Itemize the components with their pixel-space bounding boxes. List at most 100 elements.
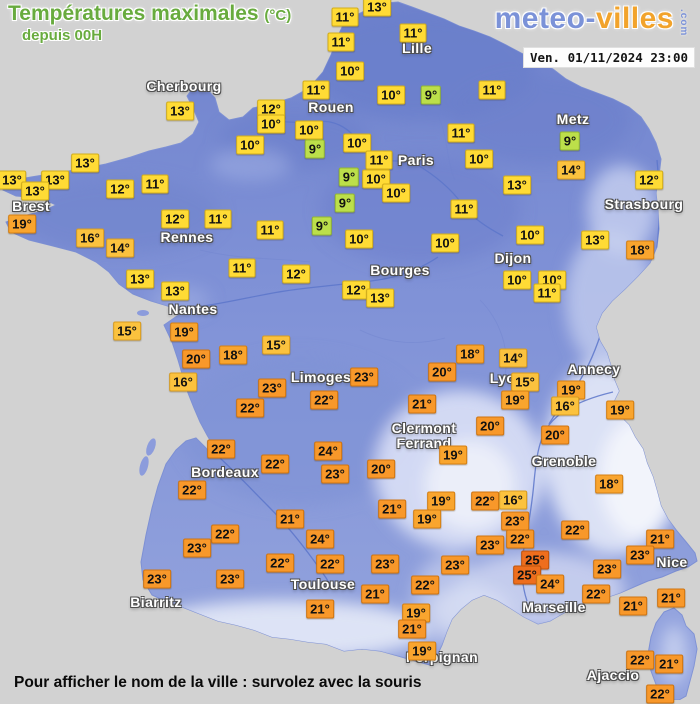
temperature-label[interactable]: 21° [619, 596, 647, 616]
temperature-label[interactable]: 23° [371, 554, 399, 574]
temperature-label[interactable]: 21° [378, 499, 406, 519]
temperature-label[interactable]: 25° [513, 565, 541, 585]
temperature-label[interactable]: 22° [207, 439, 235, 459]
temperature-label[interactable]: 20° [182, 349, 210, 369]
temperature-label[interactable]: 19° [501, 390, 529, 410]
temperature-label[interactable]: 11° [533, 283, 561, 303]
temperature-label[interactable]: 13° [161, 281, 189, 301]
temperature-label[interactable]: 23° [593, 559, 621, 579]
temperature-label[interactable]: 22° [310, 390, 338, 410]
temperature-label[interactable]: 21° [276, 509, 304, 529]
temperature-label[interactable]: 15° [262, 335, 290, 355]
temperature-label[interactable]: 10° [516, 225, 544, 245]
temperature-label[interactable]: 15° [511, 372, 539, 392]
temperature-label[interactable]: 22° [211, 524, 239, 544]
temperature-label[interactable]: 9° [338, 167, 360, 187]
temperature-label[interactable]: 10° [503, 270, 531, 290]
temperature-label[interactable]: 11° [478, 80, 506, 100]
temperature-label[interactable]: 22° [178, 480, 206, 500]
temperature-label[interactable]: 18° [626, 240, 654, 260]
temperature-label[interactable]: 21° [361, 584, 389, 604]
temperature-label[interactable]: 11° [331, 7, 359, 27]
temperature-label[interactable]: 22° [266, 553, 294, 573]
temperature-label[interactable]: 12° [635, 170, 663, 190]
temperature-label[interactable]: 21° [408, 394, 436, 414]
temperature-label[interactable]: 20° [541, 425, 569, 445]
temperature-label[interactable]: 21° [655, 654, 683, 674]
temperature-label[interactable]: 21° [657, 588, 685, 608]
temperature-label[interactable]: 22° [561, 520, 589, 540]
temperature-label[interactable]: 20° [428, 362, 456, 382]
temperature-label[interactable]: 10° [382, 183, 410, 203]
temperature-label[interactable]: 22° [236, 398, 264, 418]
temperature-label[interactable]: 19° [606, 400, 634, 420]
temperature-label[interactable]: 10° [295, 120, 323, 140]
temperature-label[interactable]: 20° [367, 459, 395, 479]
temperature-label[interactable]: 9° [311, 216, 333, 236]
temperature-label[interactable]: 19° [170, 322, 198, 342]
temperature-label[interactable]: 18° [595, 474, 623, 494]
temperature-label[interactable]: 13° [363, 0, 391, 17]
temperature-label[interactable]: 11° [327, 32, 355, 52]
temperature-label[interactable]: 22° [506, 529, 534, 549]
temperature-label[interactable]: 18° [456, 344, 484, 364]
temperature-label[interactable]: 23° [143, 569, 171, 589]
temperature-label[interactable]: 19° [439, 445, 467, 465]
temperature-label[interactable]: 9° [420, 85, 442, 105]
temperature-label[interactable]: 13° [71, 153, 99, 173]
temperature-label[interactable]: 12° [161, 209, 189, 229]
temperature-label[interactable]: 21° [306, 599, 334, 619]
temperature-label[interactable]: 13° [166, 101, 194, 121]
temperature-label[interactable]: 10° [345, 229, 373, 249]
temperature-label[interactable]: 16° [169, 372, 197, 392]
temperature-label[interactable]: 23° [501, 511, 529, 531]
temperature-label[interactable]: 22° [471, 491, 499, 511]
temperature-label[interactable]: 13° [126, 269, 154, 289]
temperature-label[interactable]: 13° [581, 230, 609, 250]
temperature-label[interactable]: 10° [236, 135, 264, 155]
temperature-label[interactable]: 23° [258, 378, 286, 398]
temperature-label[interactable]: 16° [76, 228, 104, 248]
temperature-label[interactable]: 23° [626, 545, 654, 565]
temperature-label[interactable]: 23° [321, 464, 349, 484]
temperature-label[interactable]: 22° [261, 454, 289, 474]
meteo-villes-logo[interactable]: meteo-villes .com [495, 2, 689, 36]
temperature-label[interactable]: 14° [499, 348, 527, 368]
temperature-label[interactable]: 10° [431, 233, 459, 253]
temperature-label[interactable]: 19° [8, 214, 36, 234]
temperature-label[interactable]: 14° [106, 238, 134, 258]
temperature-label[interactable]: 11° [302, 80, 330, 100]
temperature-label[interactable]: 23° [476, 535, 504, 555]
temperature-label[interactable]: 19° [427, 491, 455, 511]
temperature-label[interactable]: 9° [304, 139, 326, 159]
temperature-label[interactable]: 22° [582, 584, 610, 604]
temperature-label[interactable]: 22° [316, 554, 344, 574]
temperature-label[interactable]: 13° [503, 175, 531, 195]
temperature-label[interactable]: 19° [408, 641, 436, 661]
temperature-label[interactable]: 12° [282, 264, 310, 284]
temperature-label[interactable]: 22° [646, 684, 674, 704]
temperature-label[interactable]: 22° [626, 650, 654, 670]
temperature-label[interactable]: 10° [465, 149, 493, 169]
temperature-label[interactable]: 13° [0, 170, 26, 190]
temperature-label[interactable]: 15° [113, 321, 141, 341]
temperature-label[interactable]: 23° [183, 538, 211, 558]
temperature-label[interactable]: 12° [106, 179, 134, 199]
temperature-label[interactable]: 11° [204, 209, 232, 229]
temperature-label[interactable]: 10° [257, 114, 285, 134]
temperature-label[interactable]: 23° [441, 555, 469, 575]
temperature-label[interactable]: 10° [343, 133, 371, 153]
temperature-label[interactable]: 19° [413, 509, 441, 529]
temperature-label[interactable]: 10° [336, 61, 364, 81]
temperature-label[interactable]: 11° [365, 150, 393, 170]
temperature-label[interactable]: 10° [377, 85, 405, 105]
temperature-label[interactable]: 13° [21, 181, 49, 201]
temperature-label[interactable]: 16° [551, 396, 579, 416]
temperature-label[interactable]: 18° [219, 345, 247, 365]
temperature-label[interactable]: 9° [334, 193, 356, 213]
temperature-label[interactable]: 14° [557, 160, 585, 180]
temperature-label[interactable]: 21° [398, 619, 426, 639]
temperature-label[interactable]: 23° [350, 367, 378, 387]
temperature-label[interactable]: 11° [447, 123, 475, 143]
temperature-label[interactable]: 20° [476, 416, 504, 436]
